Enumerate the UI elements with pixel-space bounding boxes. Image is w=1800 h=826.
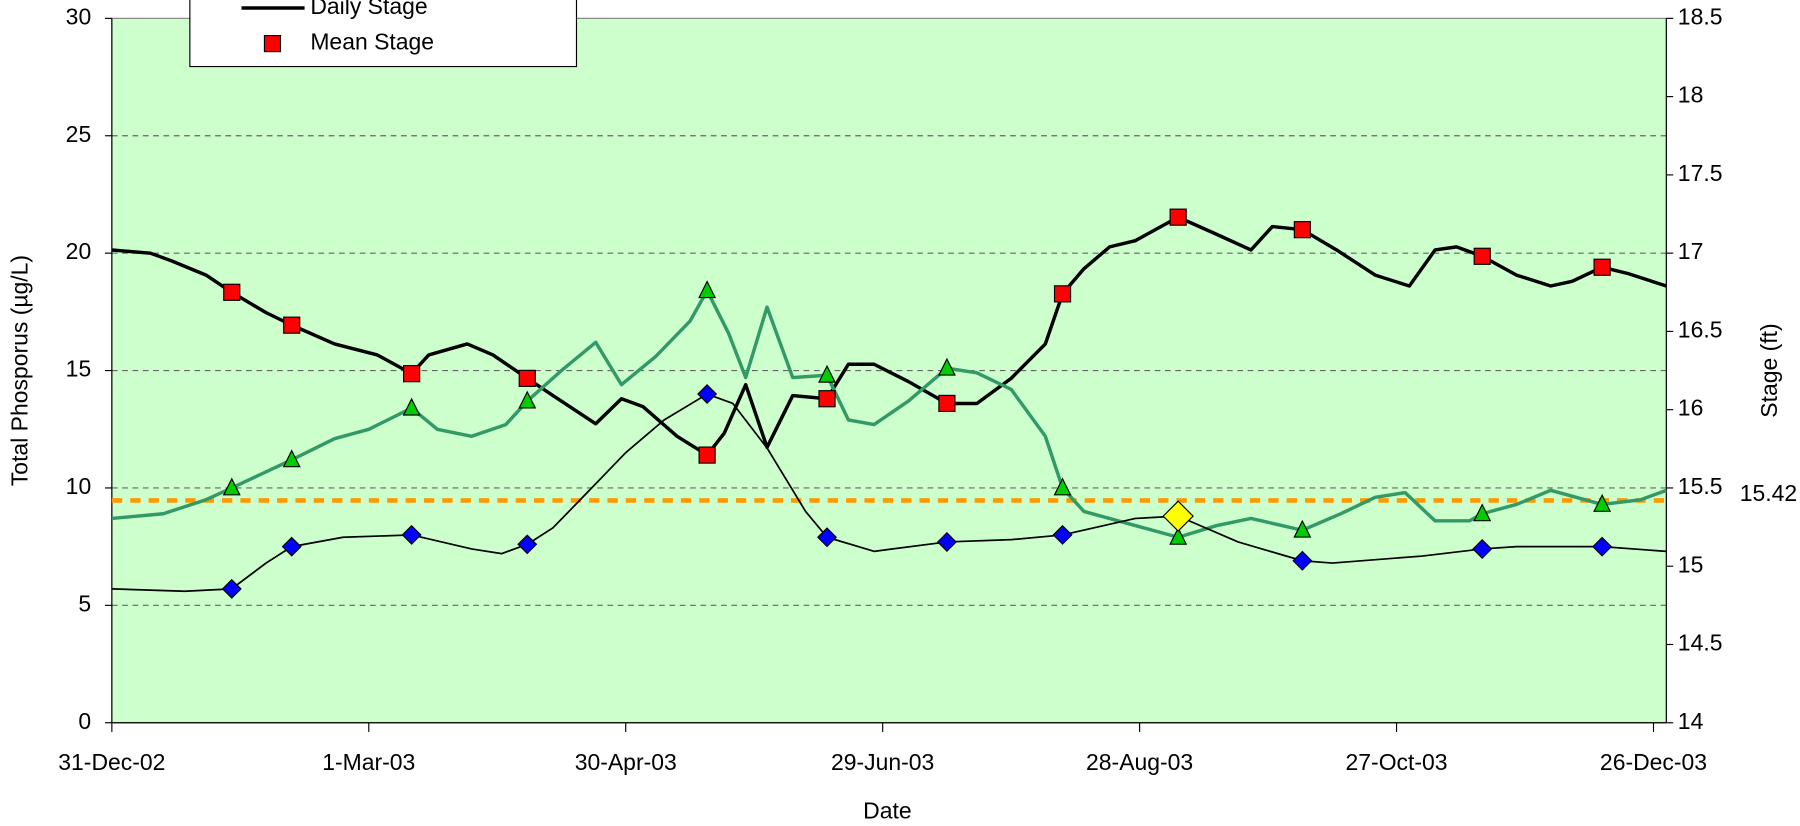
y-tick-label: 30 (66, 3, 92, 29)
y2-tick-label: 15.5 (1678, 473, 1723, 499)
point-marker (697, 384, 718, 405)
y-tick-label: 5 (78, 590, 91, 616)
y2-axis-label: Stage (ft) (1756, 323, 1782, 417)
point-marker (281, 536, 302, 557)
x-tick-label: 29-Jun-03 (831, 749, 934, 775)
point-marker (1293, 221, 1311, 239)
point-marker (937, 357, 956, 376)
point-marker (517, 534, 538, 555)
point-marker (698, 446, 716, 464)
point-marker (936, 531, 957, 552)
reference-label: 15.42 (1740, 480, 1797, 506)
legend-box (189, 0, 578, 68)
point-marker (403, 365, 421, 383)
legend-swatch (263, 34, 282, 53)
point-marker (282, 449, 301, 468)
point-marker (818, 390, 836, 408)
point-marker (1162, 500, 1194, 532)
point-marker (1593, 493, 1612, 512)
point-marker (1053, 477, 1072, 496)
point-marker (221, 578, 242, 599)
y2-tick-label: 15 (1678, 551, 1704, 577)
point-marker (518, 369, 536, 387)
y2-tick-label: 14 (1678, 708, 1704, 734)
y2-tick-label: 16.5 (1678, 316, 1723, 342)
y2-tick-label: 17.5 (1678, 160, 1723, 186)
y2-tick-label: 18.5 (1678, 3, 1723, 29)
point-marker (1169, 208, 1187, 226)
point-marker (817, 527, 837, 548)
y-tick-label: 10 (66, 473, 92, 499)
legend-label: Daily Stage (310, 0, 427, 19)
y-tick-label: 0 (78, 708, 91, 734)
x-tick-label: 1-Mar-03 (322, 749, 415, 775)
point-marker (223, 283, 241, 301)
x-tick-label: 26-Dec-03 (1600, 749, 1707, 775)
series-line (111, 393, 1667, 593)
point-marker (938, 394, 956, 413)
point-marker (818, 364, 836, 383)
legend: Daily Stage Mean Stage (189, 0, 578, 68)
point-marker (1472, 539, 1493, 559)
point-marker (401, 524, 422, 545)
point-marker (1053, 285, 1072, 303)
point-marker (402, 397, 421, 416)
y-tick-label: 20 (66, 238, 92, 264)
y2-tick-label: 14.5 (1678, 630, 1723, 656)
y2-tick-label: 18 (1678, 82, 1704, 108)
x-axis-label: Date (863, 797, 911, 823)
y-tick-label: 25 (66, 121, 92, 147)
series-line (111, 215, 1667, 457)
point-marker (698, 280, 717, 299)
x-tick-label: 27-Oct-03 (1346, 749, 1448, 775)
point-marker (1052, 524, 1073, 545)
point-marker (1292, 550, 1313, 571)
point-marker (518, 390, 537, 409)
point-marker (1169, 526, 1188, 545)
point-marker (1473, 503, 1492, 522)
point-marker (1593, 258, 1611, 276)
point-marker (222, 477, 241, 496)
point-marker (1592, 536, 1613, 557)
y-axis-label: Total Phosporus (µg/L) (6, 255, 32, 486)
y-tick-label: 15 (66, 356, 92, 382)
point-marker (1293, 519, 1312, 538)
point-marker (283, 316, 301, 334)
series-line (111, 288, 1667, 539)
x-tick-label: 28-Aug-03 (1086, 749, 1193, 775)
y2-tick-label: 17 (1678, 238, 1704, 264)
point-marker (1473, 247, 1491, 265)
x-tick-label: 31-Dec-02 (58, 749, 165, 775)
legend-label: Mean Stage (310, 29, 434, 55)
x-tick-label: 30-Apr-03 (575, 749, 677, 775)
y2-tick-label: 16 (1678, 395, 1704, 421)
